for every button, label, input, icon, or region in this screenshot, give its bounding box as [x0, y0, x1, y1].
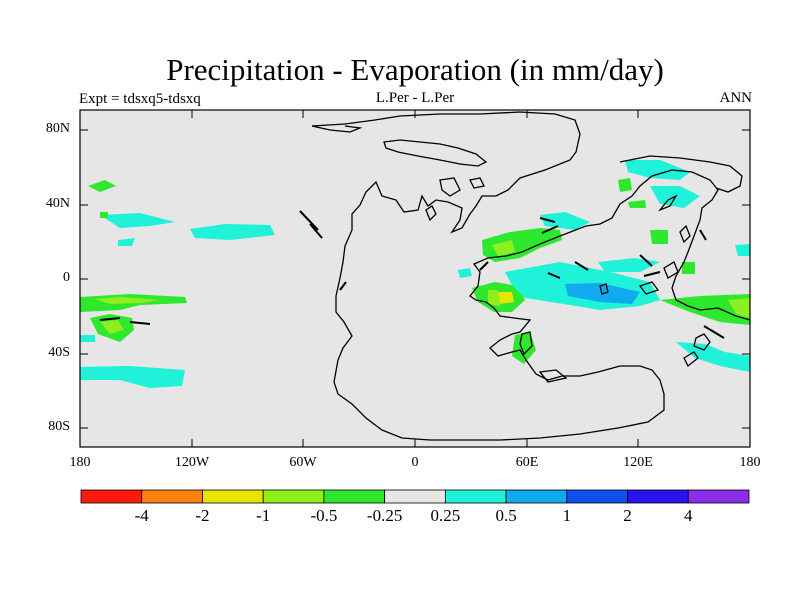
colorbar-label: -1 — [256, 506, 271, 525]
coastline-island-2 — [469, 177, 485, 189]
x-tick-label: 60W — [289, 455, 317, 470]
colorbar-box — [323, 489, 386, 504]
y-tick-label: 80S — [48, 419, 70, 434]
coastlines — [311, 111, 751, 441]
patch-green-east-asia — [618, 178, 632, 192]
coastline-britain — [425, 205, 437, 222]
coastline-main — [311, 111, 751, 441]
colorbar-box — [262, 489, 325, 504]
season-label: ANN — [719, 90, 753, 106]
colorbar-box — [444, 489, 507, 504]
coastline-greenland — [383, 139, 488, 167]
colorbar-label: 0.5 — [495, 506, 517, 525]
coastline-philippines — [679, 224, 691, 244]
colorbar-label: 2 — [623, 506, 632, 525]
patch-cyan-pacific-mid — [190, 224, 275, 240]
coastline-new-zealand — [693, 333, 711, 351]
x-tick-label: 120E — [623, 455, 653, 470]
coastline-antarctic-isle — [538, 369, 568, 383]
coastline-new-zealand-2 — [683, 351, 699, 368]
x-tick-label: 180 — [739, 455, 761, 470]
coastline-madagascar — [519, 331, 533, 356]
colorbar-label: -2 — [195, 506, 210, 525]
patch-cyan-west-africa — [458, 268, 472, 278]
patch-green-tibet — [628, 200, 646, 208]
colorbar-box — [566, 489, 628, 504]
y-tick-label: 40N — [45, 196, 70, 211]
map-title: Precipitation - Evaporation (in mm/day) — [166, 52, 664, 87]
colorbar-box — [687, 489, 750, 504]
patch-cyan-east-asia — [625, 160, 690, 180]
coastline-indonesia-1 — [638, 281, 660, 295]
colorbar — [80, 489, 750, 504]
patch-green-indonesia — [650, 230, 668, 244]
y-tick-label: 80N — [45, 121, 70, 136]
colorbar-label: -0.5 — [310, 506, 338, 525]
patch-cyan-pacific-south — [80, 366, 185, 388]
patch-lime-africa-center — [488, 290, 500, 306]
x-ticks — [79, 110, 751, 447]
colorbar-label: 4 — [684, 506, 693, 525]
patch-green-north-pacific — [88, 180, 116, 192]
patch-lime-pacific-south — [100, 320, 124, 334]
period-label: L.Per - L.Per — [375, 90, 455, 106]
y-tick-label: 0 — [63, 270, 70, 285]
patch-lime-west-pacific — [728, 298, 750, 318]
patch-green-east-africa — [540, 212, 590, 230]
colorbar-label: 1 — [562, 506, 572, 525]
patch-yellow-africa-center — [498, 292, 514, 304]
y-tick-label: 40S — [48, 345, 70, 360]
y-ticks — [80, 129, 750, 429]
coastline-indonesia-2 — [663, 261, 679, 279]
patch-cyan-pacific-north — [100, 213, 175, 228]
patch-lime-africa-north — [492, 240, 515, 256]
coastline-arctic-island — [311, 125, 363, 133]
patch-cyan-pacific-edge — [80, 335, 95, 342]
colorbar-label: -0.25 — [366, 506, 403, 525]
patch-cyan-australia-east — [676, 342, 750, 372]
coastline-sri-lanka — [599, 283, 609, 295]
patch-cyan-pacific-small — [118, 238, 135, 246]
colorbar-box — [384, 489, 446, 504]
patch-green-north-atlantic-small — [100, 212, 108, 218]
coastline-island-1 — [439, 177, 461, 197]
patch-green-madagascar — [512, 332, 536, 364]
experiment-label: Expt = tdsxq5-tdsxq — [79, 91, 201, 107]
x-tick-label: 120W — [174, 455, 210, 470]
colorbar-box — [627, 489, 689, 504]
patch-green-pacific-east-small — [682, 262, 695, 274]
colorbar-box — [141, 489, 203, 504]
coastline-north-asia — [619, 155, 743, 193]
x-tick-label: 0 — [411, 455, 419, 470]
colorbar-box — [505, 489, 568, 504]
x-tick-label: 180 — [69, 455, 91, 470]
patch-lime-pacific — [95, 297, 160, 304]
patch-cyan-bay — [598, 258, 660, 272]
coast-fragments — [99, 210, 725, 339]
colorbar-label: 0.25 — [430, 506, 461, 525]
patch-cyan-far-east — [735, 244, 750, 256]
coastline-japan — [657, 194, 678, 212]
x-tick-label: 60E — [515, 455, 539, 470]
anomaly-patches — [80, 160, 750, 388]
colorbar-box — [80, 489, 143, 504]
colorbar-label: -4 — [134, 506, 149, 525]
colorbar-box — [202, 489, 264, 504]
